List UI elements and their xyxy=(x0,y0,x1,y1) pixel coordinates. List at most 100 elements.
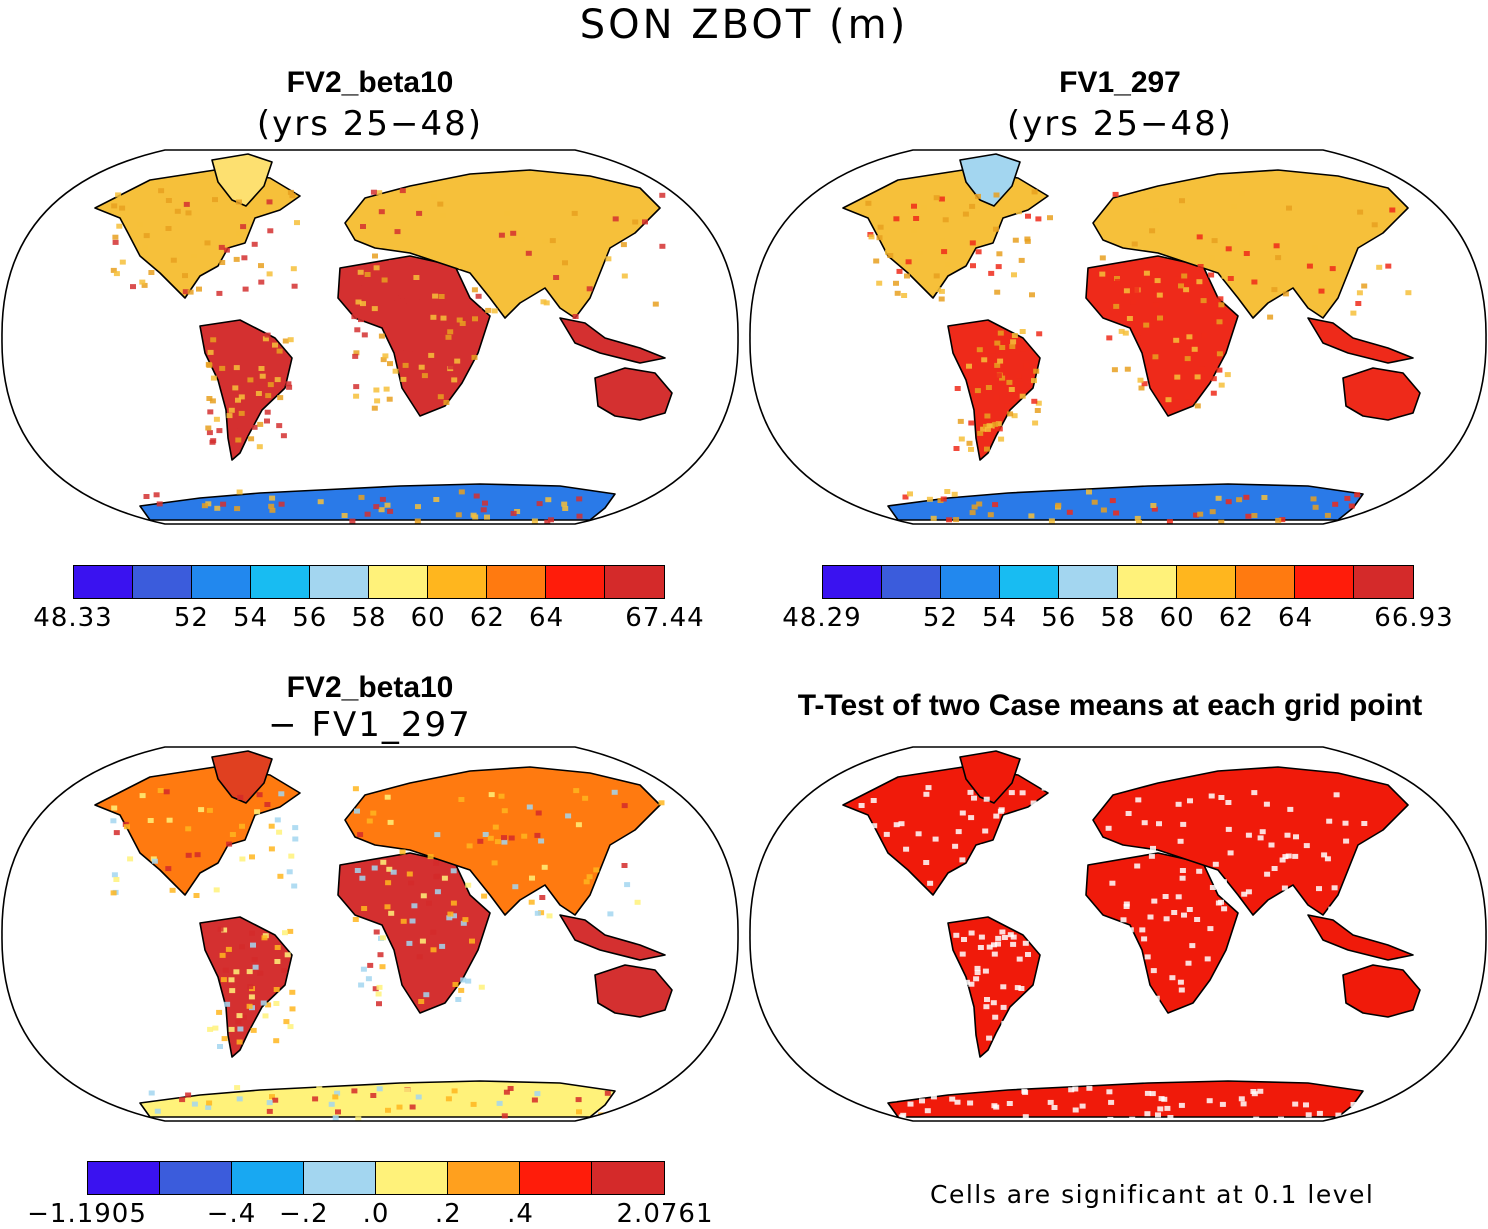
grid-cell xyxy=(1034,408,1041,413)
grid-cell xyxy=(1012,237,1019,243)
grid-cell xyxy=(965,892,972,898)
grid-cell xyxy=(445,1096,452,1102)
landmass-australia xyxy=(1342,367,1421,421)
grid-cell xyxy=(1207,926,1214,932)
grid-cell xyxy=(1241,891,1248,897)
grid-cell xyxy=(1275,517,1282,523)
grid-cell xyxy=(148,1090,155,1096)
grid-cell xyxy=(1129,992,1136,998)
grid-cell xyxy=(519,236,526,242)
grid-cell xyxy=(232,1099,239,1105)
grid-cell xyxy=(239,856,246,862)
grid-cell xyxy=(1328,291,1335,297)
grid-cell xyxy=(873,258,880,264)
grid-cell xyxy=(424,354,431,360)
grid-cell xyxy=(1147,914,1154,920)
grid-cell xyxy=(1342,820,1349,826)
grid-cell xyxy=(1194,917,1201,922)
grid-cell xyxy=(997,358,1004,364)
grid-cell xyxy=(572,314,579,319)
grid-cell xyxy=(1305,1112,1312,1118)
grid-cell xyxy=(1154,278,1161,284)
grid-cell xyxy=(206,396,213,401)
grid-cell xyxy=(437,201,444,207)
grid-cell xyxy=(351,314,358,320)
grid-cell xyxy=(153,492,160,498)
grid-cell xyxy=(218,244,225,250)
grid-cell xyxy=(868,234,875,240)
grid-cell xyxy=(1133,965,1140,971)
grid-cell xyxy=(376,190,383,196)
grid-cell xyxy=(237,1026,244,1032)
grid-cell xyxy=(115,192,122,198)
grid-cell xyxy=(459,321,466,326)
grid-cell xyxy=(183,201,190,207)
grid-cell xyxy=(963,979,970,985)
grid-cell xyxy=(458,264,465,270)
grid-cell xyxy=(470,512,477,518)
grid-cell xyxy=(1355,301,1362,306)
colorbar-box xyxy=(823,566,882,598)
grid-cell xyxy=(529,875,535,881)
grid-cell xyxy=(1312,245,1319,250)
grid-cell xyxy=(1137,377,1144,383)
grid-cell xyxy=(1179,198,1185,204)
grid-cell xyxy=(396,1104,403,1110)
landmass-antarctica xyxy=(887,1080,1364,1118)
map-top-left xyxy=(0,148,740,528)
grid-cell xyxy=(1108,1099,1115,1105)
grid-cell xyxy=(1099,255,1106,261)
grid-cell xyxy=(1086,1085,1093,1091)
grid-cell xyxy=(170,257,177,263)
grid-cell xyxy=(360,301,366,307)
grid-cell xyxy=(484,514,490,520)
grid-cell xyxy=(228,330,234,336)
grid-cell xyxy=(213,416,220,422)
map-outline xyxy=(1,149,739,525)
grid-cell xyxy=(1158,1096,1165,1102)
grid-cell xyxy=(237,794,244,800)
grid-cell xyxy=(373,387,380,393)
colorbar-box xyxy=(88,1162,160,1194)
grid-cell xyxy=(1029,292,1035,298)
grid-cell xyxy=(353,393,360,399)
grid-cell xyxy=(1194,403,1201,409)
grid-cell xyxy=(209,398,216,404)
grid-cell xyxy=(938,196,945,202)
grid-cell xyxy=(634,899,641,905)
grid-cell xyxy=(287,337,294,343)
grid-cell xyxy=(1169,975,1176,981)
grid-cell xyxy=(371,405,378,411)
grid-cell xyxy=(480,507,487,513)
grid-cell xyxy=(966,363,972,369)
grid-cell xyxy=(534,910,541,916)
grid-cell xyxy=(885,249,891,255)
grid-cell xyxy=(238,394,245,400)
grid-cell xyxy=(1091,499,1098,505)
grid-cell xyxy=(357,269,364,275)
grid-cell xyxy=(521,833,528,839)
grid-cell xyxy=(1405,290,1412,296)
grid-cell xyxy=(447,329,454,335)
colorbar-box xyxy=(1177,566,1236,598)
grid-cell xyxy=(1275,255,1282,261)
grid-cell xyxy=(376,984,383,990)
grid-cell xyxy=(212,197,218,203)
grid-cell xyxy=(544,519,551,524)
grid-cell xyxy=(196,286,202,292)
grid-cell xyxy=(984,426,991,432)
grid-cell xyxy=(377,952,384,958)
grid-cell xyxy=(1331,885,1338,891)
grid-cell xyxy=(332,1115,339,1121)
grid-cell xyxy=(576,496,583,502)
grid-cell xyxy=(226,413,233,419)
grid-cell xyxy=(465,978,472,984)
grid-cell xyxy=(219,365,226,371)
map-outline xyxy=(1,746,739,1122)
grid-cell xyxy=(287,1024,294,1030)
grid-cell xyxy=(975,193,981,199)
grid-cell xyxy=(967,1100,974,1106)
grid-cell xyxy=(439,333,446,339)
grid-cell xyxy=(139,793,146,799)
grid-cell xyxy=(887,253,894,258)
